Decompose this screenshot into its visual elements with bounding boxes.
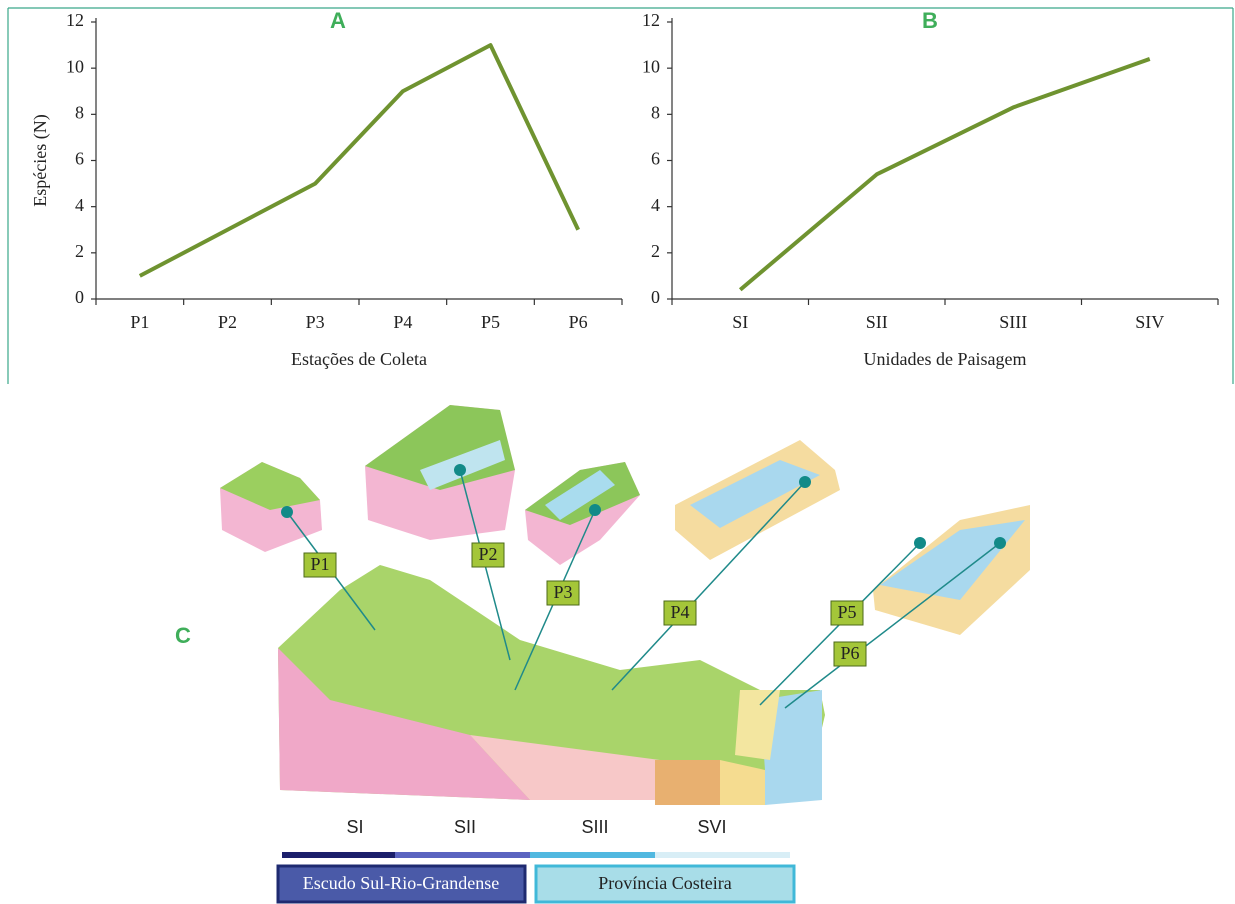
x-tick-label: SII <box>866 312 888 332</box>
y-tick-label: 2 <box>75 241 84 261</box>
station-label: P2 <box>478 544 497 564</box>
y-tick-label: 10 <box>66 56 84 76</box>
data-line <box>738 57 1151 292</box>
station-label: P3 <box>553 582 572 602</box>
station-box <box>833 641 867 667</box>
x-tick-label: SIV <box>1135 312 1164 332</box>
x-tick-label: P5 <box>481 312 500 332</box>
y-tick-label: 8 <box>651 102 660 122</box>
y-tick-label: 12 <box>66 10 84 30</box>
y-axis-label: Espécies (N) <box>30 114 51 206</box>
station-box <box>663 600 697 626</box>
y-tick-label: 8 <box>75 102 84 122</box>
station-dot <box>454 464 466 476</box>
x-tick-label: P1 <box>130 312 149 332</box>
station-dot <box>994 537 1006 549</box>
station-label: P4 <box>670 602 689 622</box>
province-label: Província Costeira <box>598 873 731 893</box>
unit-label: SII <box>454 817 476 837</box>
province-label: Escudo Sul-Rio-Grandense <box>303 873 499 893</box>
frame <box>7 7 1234 384</box>
station-dot <box>589 504 601 516</box>
x-tick-label: P3 <box>306 312 325 332</box>
landscape-illustration <box>220 405 1030 805</box>
station-label: P5 <box>837 602 856 622</box>
y-tick-label: 2 <box>651 241 660 261</box>
station-box <box>546 580 580 606</box>
y-tick-label: 0 <box>75 287 84 307</box>
x-axis-label: Unidades de Paisagem <box>864 349 1027 369</box>
y-tick-label: 0 <box>651 287 660 307</box>
x-tick-label: P6 <box>569 312 588 332</box>
y-tick-label: 4 <box>651 195 660 215</box>
y-tick-label: 10 <box>642 56 660 76</box>
x-axis-label: Estações de Coleta <box>291 349 427 369</box>
station-dot <box>799 476 811 488</box>
station-dot <box>914 537 926 549</box>
y-tick-label: 6 <box>75 149 84 169</box>
station-dot <box>281 506 293 518</box>
y-tick-label: 12 <box>642 10 660 30</box>
unit-label: SI <box>346 817 363 837</box>
station-label: P6 <box>840 643 859 663</box>
unit-label: SVI <box>697 817 726 837</box>
chart-title: B <box>922 8 938 33</box>
leader-line <box>784 542 1001 709</box>
x-tick-label: P4 <box>393 312 412 332</box>
chart-title: A <box>330 8 346 33</box>
station-box <box>471 542 505 568</box>
data-line <box>138 43 580 278</box>
x-tick-label: P2 <box>218 312 237 332</box>
station-label: P1 <box>310 554 329 574</box>
station-box <box>830 600 864 626</box>
leader-line <box>611 481 806 691</box>
panel-label: C <box>175 623 191 648</box>
x-tick-label: SIII <box>999 312 1027 332</box>
y-tick-label: 6 <box>651 149 660 169</box>
x-tick-label: SI <box>732 312 748 332</box>
y-tick-label: 4 <box>75 195 84 215</box>
unit-bar <box>276 852 796 904</box>
station-box <box>303 552 337 578</box>
unit-label: SIII <box>581 817 608 837</box>
